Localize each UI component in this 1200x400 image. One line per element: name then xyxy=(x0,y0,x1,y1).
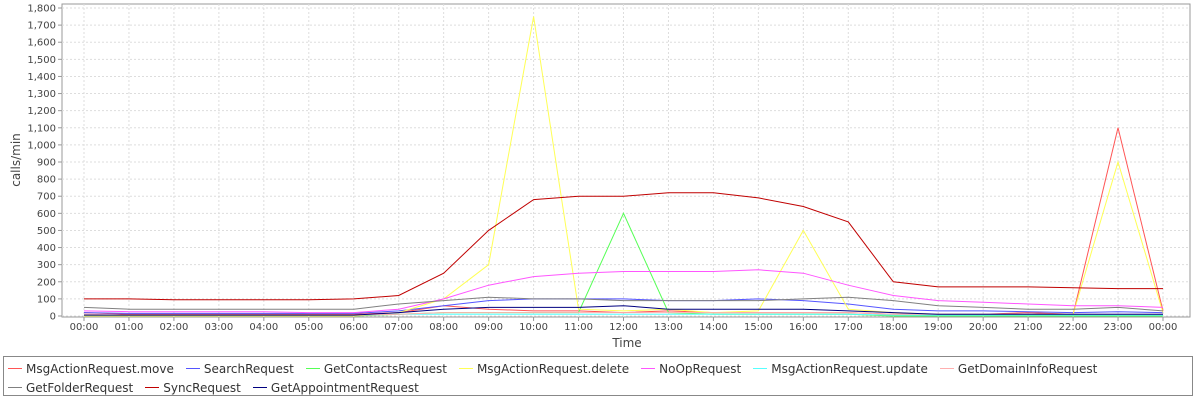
x-tick-label: 07:00 xyxy=(384,322,413,333)
legend-label: NoOpRequest xyxy=(659,361,742,376)
legend-item: GetAppointmentRequest xyxy=(252,378,419,397)
series-line xyxy=(84,192,1163,301)
legend-label: GetFolderRequest xyxy=(26,380,134,395)
plot-area xyxy=(61,3,1191,318)
x-tick-label: 15:00 xyxy=(744,322,773,333)
y-axis-label: calls/min xyxy=(9,133,23,187)
y-tick-label: 1,200 xyxy=(27,106,56,117)
x-axis-label: Time xyxy=(611,336,641,350)
y-tick-label: 300 xyxy=(37,260,56,271)
y-tick-label: 1,300 xyxy=(27,89,56,100)
x-tick-label: 19:00 xyxy=(924,322,953,333)
y-tick-label: 0 xyxy=(50,312,56,323)
x-tick-label: 09:00 xyxy=(474,322,503,333)
legend: MsgActionRequest.move SearchRequest GetCon… xyxy=(3,356,1193,396)
x-tick-label: 21:00 xyxy=(1014,322,1043,333)
series-line xyxy=(83,269,1164,314)
legend-label: MsgActionRequest.update xyxy=(771,361,928,376)
legend-label: MsgActionRequest.delete xyxy=(476,361,630,376)
legend-label: SearchRequest xyxy=(203,361,294,376)
x-tick-label: 00:00 xyxy=(1149,322,1178,333)
x-tick-label: 02:00 xyxy=(160,322,189,333)
x-tick-label: 04:00 xyxy=(249,322,278,333)
y-tick-label: 500 xyxy=(37,226,56,237)
legend-swatch xyxy=(458,368,473,369)
y-tick-label: 800 xyxy=(37,175,56,186)
x-tick-label: 23:00 xyxy=(1104,322,1133,333)
y-tick-label: 1,000 xyxy=(27,140,56,151)
legend-item: SyncRequest xyxy=(145,378,241,397)
x-tick-label: 12:00 xyxy=(609,322,638,333)
y-tick-label: 1,600 xyxy=(27,38,56,49)
y-tick-label: 1,700 xyxy=(27,21,56,32)
legend-item: NoOpRequest xyxy=(641,359,741,378)
legend-swatch xyxy=(641,368,656,369)
chart: calls/min Time 0 100 200 300 400 500 600 700 800… xyxy=(9,3,1191,350)
legend-label: GetAppointmentRequest xyxy=(270,380,419,395)
legend-item: SearchRequest xyxy=(185,359,294,378)
legend-swatch xyxy=(753,368,768,369)
legend-item: GetFolderRequest xyxy=(8,378,133,397)
legend-item: MsgActionRequest.delete xyxy=(458,359,630,378)
legend-label: GetDomainInfoRequest xyxy=(957,361,1098,376)
x-tick-label: 11:00 xyxy=(564,322,593,333)
legend-swatch xyxy=(185,368,200,369)
x-tick-label: 17:00 xyxy=(834,322,863,333)
legend-swatch xyxy=(252,387,267,388)
legend-item: MsgActionRequest.move xyxy=(8,359,174,378)
x-tick-label: 18:00 xyxy=(879,322,908,333)
y-tick-label: 600 xyxy=(37,209,56,220)
x-tick-label: 06:00 xyxy=(339,322,368,333)
legend-label: MsgActionRequest.move xyxy=(26,361,174,376)
y-tick-label: 700 xyxy=(37,192,56,203)
x-tick-label: 05:00 xyxy=(294,322,323,333)
legend-swatch xyxy=(8,387,22,388)
series-line xyxy=(83,296,1164,312)
legend-swatch xyxy=(305,368,320,369)
y-tick-label: 1,400 xyxy=(27,72,56,83)
legend-item: GetDomainInfoRequest xyxy=(939,359,1098,378)
x-tick-label: 03:00 xyxy=(204,322,233,333)
legend-label: SyncRequest xyxy=(163,380,241,395)
legend-swatch xyxy=(8,368,22,369)
x-tick-label: 22:00 xyxy=(1059,322,1088,333)
y-tick-label: 100 xyxy=(37,294,56,305)
legend-item: GetContactsRequest xyxy=(305,359,447,378)
legend-item: MsgActionRequest.update xyxy=(753,359,928,378)
series-line xyxy=(84,305,1163,316)
x-tick-label: 14:00 xyxy=(699,322,728,333)
y-tick-label: 1,800 xyxy=(27,4,56,15)
y-tick-label: 1,100 xyxy=(27,123,56,134)
x-tick-label: 00:00 xyxy=(70,322,99,333)
legend-label: GetContactsRequest xyxy=(323,361,447,376)
y-tick-label: 900 xyxy=(37,158,56,169)
legend-swatch xyxy=(145,387,160,388)
y-tick-label: 200 xyxy=(37,277,56,288)
x-tick-label: 20:00 xyxy=(969,322,998,333)
series-line xyxy=(83,298,1164,314)
x-tick-label: 13:00 xyxy=(654,322,683,333)
y-tick-label: 400 xyxy=(37,243,56,254)
x-tick-label: 16:00 xyxy=(789,322,818,333)
x-tick-label: 10:00 xyxy=(519,322,548,333)
x-tick-label: 01:00 xyxy=(115,322,144,333)
x-tick-label: 08:00 xyxy=(429,322,458,333)
y-tick-label: 1,500 xyxy=(27,55,56,66)
legend-swatch xyxy=(939,368,954,369)
